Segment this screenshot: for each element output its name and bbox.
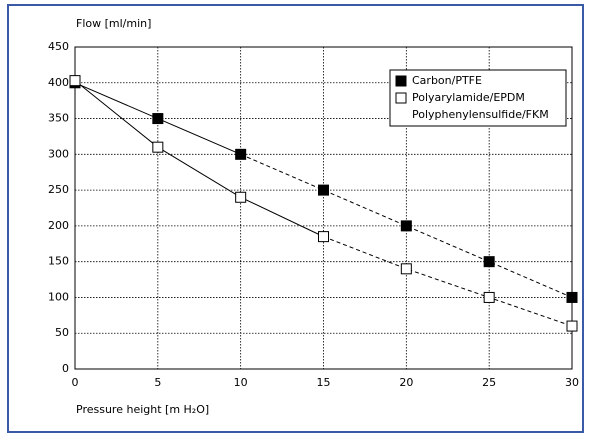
- legend-label: Carbon/PTFE: [412, 74, 482, 87]
- x-tick-label: 0: [72, 376, 79, 389]
- x-tick-label: 20: [399, 376, 413, 389]
- y-tick-label: 450: [48, 40, 69, 53]
- marker: [400, 220, 412, 232]
- y-tick-label: 0: [62, 362, 69, 375]
- marker: [235, 148, 247, 160]
- series-line: [323, 236, 573, 327]
- x-tick-label: 25: [482, 376, 496, 389]
- legend-marker: [395, 75, 407, 87]
- y-tick-label: 150: [48, 255, 69, 268]
- marker: [400, 263, 412, 275]
- y-tick-label: 100: [48, 290, 69, 303]
- x-tick-label: 15: [317, 376, 331, 389]
- legend-marker: [395, 92, 407, 104]
- marker: [235, 191, 247, 203]
- legend-box: [389, 69, 567, 127]
- marker: [318, 184, 329, 196]
- x-axis-label: Pressure height [m H₂O]: [76, 403, 209, 416]
- marker: [318, 231, 329, 243]
- x-tick-label: 30: [565, 376, 579, 389]
- marker: [69, 75, 81, 87]
- marker: [566, 291, 578, 303]
- series-line: [74, 80, 324, 238]
- y-tick-label: 200: [48, 219, 69, 232]
- legend-label: Polyphenylensulfide/FKM: [412, 108, 549, 121]
- legend-label: Polyarylamide/EPDM: [412, 91, 525, 104]
- y-tick-label: 250: [48, 183, 69, 196]
- marker: [152, 141, 164, 153]
- x-tick-label: 5: [154, 376, 161, 389]
- marker: [566, 320, 578, 332]
- marker: [152, 113, 164, 125]
- y-tick-label: 350: [48, 112, 69, 125]
- y-tick-label: 300: [48, 147, 69, 160]
- y-tick-label: 400: [48, 76, 69, 89]
- y-tick-label: 50: [55, 326, 69, 339]
- marker: [483, 256, 495, 268]
- plot-border: [74, 46, 573, 370]
- x-tick-label: 10: [234, 376, 248, 389]
- marker: [483, 291, 495, 303]
- y-axis-label: Flow [ml/min]: [76, 17, 151, 30]
- frame: [7, 4, 584, 433]
